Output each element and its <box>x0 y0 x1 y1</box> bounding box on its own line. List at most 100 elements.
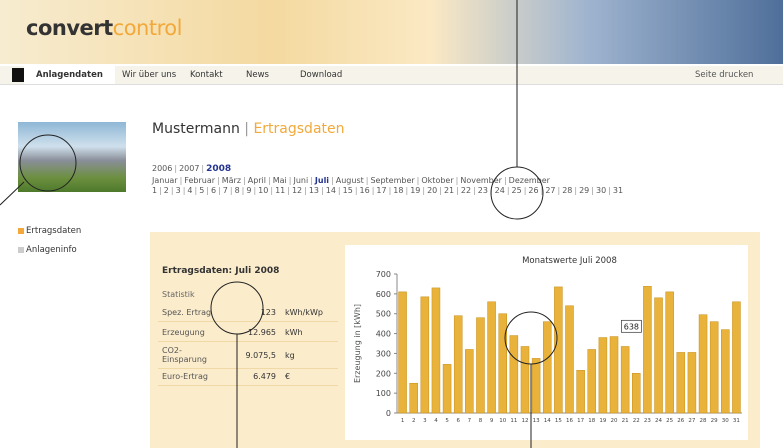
day-link[interactable]: 13 <box>309 186 319 195</box>
x-tick-label: 16 <box>566 418 573 424</box>
day-link[interactable]: 14 <box>326 186 336 195</box>
list-separator: | <box>218 186 221 195</box>
month-link[interactable]: März <box>222 176 241 185</box>
stat-value: 123 <box>228 308 276 317</box>
bar <box>643 286 651 413</box>
y-tick-label: 300 <box>376 349 391 358</box>
bar <box>532 358 540 413</box>
x-tick-label: 12 <box>521 418 528 424</box>
month-link[interactable]: Juli <box>315 176 329 185</box>
y-tick-label: 600 <box>376 290 391 299</box>
day-link[interactable]: 8 <box>235 186 240 195</box>
stat-label: Euro-Ertrag <box>162 372 222 381</box>
list-separator: | <box>194 186 197 195</box>
day-link[interactable]: 31 <box>613 186 623 195</box>
x-tick-label: 4 <box>434 418 438 424</box>
bar <box>710 322 718 413</box>
day-link[interactable]: 21 <box>444 186 454 195</box>
y-axis-label: Erzeugung in [kWh] <box>353 304 362 383</box>
day-link[interactable]: 27 <box>545 186 555 195</box>
y-tick-label: 700 <box>376 270 391 279</box>
month-link[interactable]: August <box>336 176 364 185</box>
bar <box>666 292 674 413</box>
month-link[interactable]: November <box>460 176 502 185</box>
stat-divider <box>158 341 338 342</box>
day-link[interactable]: 5 <box>199 186 204 195</box>
day-link[interactable]: 18 <box>393 186 403 195</box>
day-link[interactable]: 25 <box>512 186 522 195</box>
month-link[interactable]: Februar <box>184 176 215 185</box>
month-link[interactable]: Mai <box>273 176 287 185</box>
day-link[interactable]: 29 <box>579 186 589 195</box>
list-separator: | <box>253 186 256 195</box>
year-link[interactable]: 2007 <box>179 164 199 173</box>
x-tick-label: 11 <box>510 418 517 424</box>
nav-item[interactable]: Wir über uns <box>122 70 176 80</box>
stats-title: Ertragsdaten: Juli 2008 <box>162 266 279 276</box>
list-separator: | <box>206 186 209 195</box>
day-link[interactable]: 12 <box>292 186 302 195</box>
day-link[interactable]: 4 <box>187 186 192 195</box>
bar <box>476 318 484 413</box>
list-separator: | <box>456 176 459 185</box>
chart-box: Monatswerte Juli 2008Erzeugung in [kWh]0… <box>345 245 748 440</box>
day-link[interactable]: 19 <box>410 186 420 195</box>
list-separator: | <box>439 186 442 195</box>
sidebar-link[interactable]: Anlageninfo <box>18 241 81 260</box>
list-separator: | <box>331 176 334 185</box>
logo[interactable]: convertcontrol <box>26 16 182 40</box>
day-link[interactable]: 22 <box>461 186 471 195</box>
day-link[interactable]: 3 <box>176 186 181 195</box>
month-link[interactable]: Dezember <box>509 176 550 185</box>
bar <box>565 306 573 413</box>
month-link[interactable]: September <box>370 176 414 185</box>
x-tick-label: 5 <box>445 418 449 424</box>
day-link[interactable]: 9 <box>246 186 251 195</box>
list-separator: | <box>473 186 476 195</box>
day-link[interactable]: 1 <box>152 186 157 195</box>
stat-value: 6.479 <box>228 372 276 381</box>
day-link[interactable]: 15 <box>343 186 353 195</box>
month-link[interactable]: Oktober <box>421 176 453 185</box>
print-link[interactable]: Seite drucken <box>695 70 753 80</box>
nav-item[interactable]: Kontakt <box>190 70 223 80</box>
nav-item[interactable]: News <box>246 70 269 80</box>
bar <box>610 337 618 413</box>
logo-part: control <box>113 16 182 40</box>
day-link[interactable]: 23 <box>478 186 488 195</box>
day-link[interactable]: 6 <box>211 186 216 195</box>
year-link[interactable]: 2008 <box>206 164 231 174</box>
day-link[interactable]: 2 <box>164 186 169 195</box>
day-link[interactable]: 7 <box>223 186 228 195</box>
x-tick-label: 21 <box>622 418 629 424</box>
stat-divider <box>158 368 338 369</box>
bar <box>499 314 507 413</box>
bar <box>655 298 663 413</box>
month-link[interactable]: April <box>248 176 266 185</box>
sidebar-link[interactable]: Ertragsdaten <box>18 222 81 241</box>
bar <box>677 352 685 413</box>
day-link[interactable]: 28 <box>562 186 572 195</box>
separator: | <box>244 121 249 137</box>
day-link[interactable]: 24 <box>495 186 505 195</box>
day-link[interactable]: 17 <box>376 186 386 195</box>
day-link[interactable]: 30 <box>596 186 606 195</box>
day-link[interactable]: 26 <box>528 186 538 195</box>
day-link[interactable]: 11 <box>275 186 285 195</box>
bar <box>599 338 607 413</box>
x-tick-label: 27 <box>688 418 695 424</box>
day-link[interactable]: 20 <box>427 186 437 195</box>
x-tick-label: 23 <box>644 418 651 424</box>
list-separator: | <box>504 176 507 185</box>
month-link[interactable]: Januar <box>152 176 178 185</box>
list-separator: | <box>174 164 177 173</box>
nav-item[interactable]: Anlagendaten <box>24 66 115 84</box>
list-separator: | <box>405 186 408 195</box>
page: convertcontrol Anlagendaten Wir über uns K… <box>0 0 783 448</box>
nav-item[interactable]: Download <box>300 70 342 80</box>
month-link[interactable]: Juni <box>293 176 308 185</box>
year-link[interactable]: 2006 <box>152 164 172 173</box>
day-link[interactable]: 16 <box>360 186 370 195</box>
day-link[interactable]: 10 <box>258 186 268 195</box>
